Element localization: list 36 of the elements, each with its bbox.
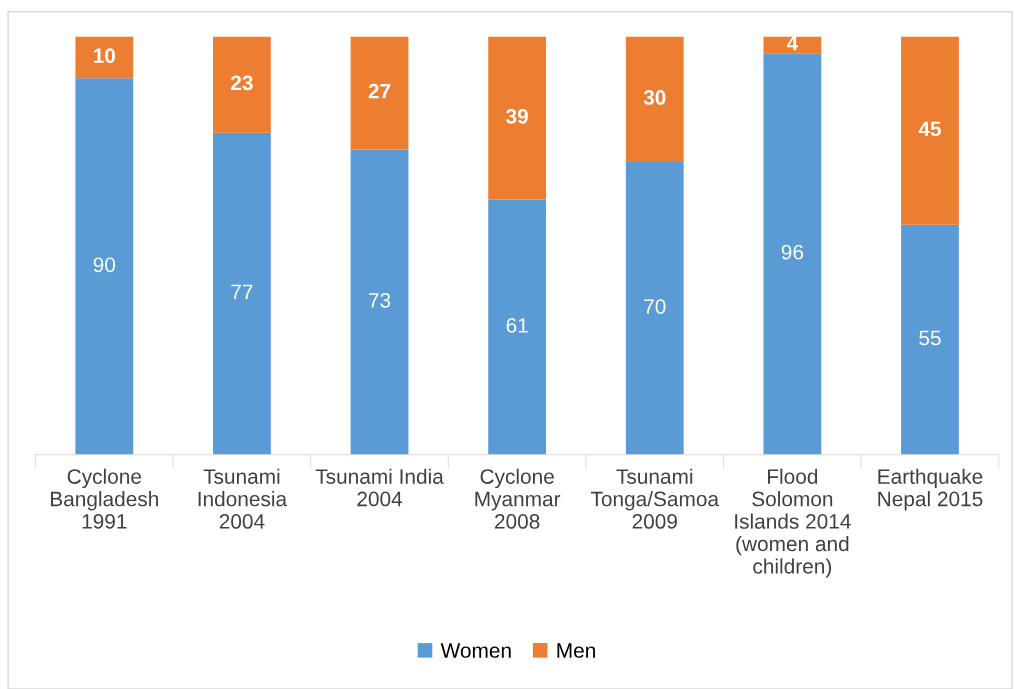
legend-label: Men (557, 643, 595, 658)
data-label: 39 (506, 108, 528, 124)
data-label: 90 (93, 257, 116, 273)
x-tick-label: Tsunami Tonga/Samoa 2009 (590, 468, 720, 529)
bar (488, 199, 547, 455)
data-label: 77 (231, 284, 253, 300)
data-label: 61 (506, 318, 528, 333)
legend-label: Women (440, 643, 511, 658)
bar (75, 78, 134, 455)
bar (763, 53, 822, 455)
data-label: 23 (231, 75, 253, 91)
bar (213, 132, 271, 455)
bar (350, 149, 409, 455)
data-label: 45 (918, 121, 941, 137)
data-label: 10 (94, 48, 116, 64)
data-label: 73 (369, 292, 391, 308)
bar (488, 36, 547, 200)
data-label: 4 (786, 35, 799, 51)
x-tick-label: Flood Solomon Islands 2014 (women and children) (735, 468, 851, 578)
data-label: 70 (644, 299, 666, 314)
x-tick-label: Cyclone Bangladesh 1991 (50, 468, 158, 529)
data-label: 96 (781, 244, 804, 260)
bar (625, 36, 684, 162)
data-label: 55 (919, 330, 941, 346)
x-tick-label: Tsunami India 2004 (315, 468, 444, 507)
bar (901, 224, 959, 455)
bar (625, 161, 684, 455)
x-tick-label: Earthquake Nepal 2015 (878, 468, 983, 511)
bar (213, 36, 271, 133)
bar (75, 36, 134, 79)
x-tick-label: Tsunami Indonesia 2004 (198, 468, 288, 529)
bar (901, 36, 959, 225)
bar (350, 36, 409, 150)
data-label: 30 (643, 90, 666, 105)
data-label: 27 (368, 83, 391, 99)
x-tick-label: Cyclone Myanmar 2008 (475, 468, 561, 529)
